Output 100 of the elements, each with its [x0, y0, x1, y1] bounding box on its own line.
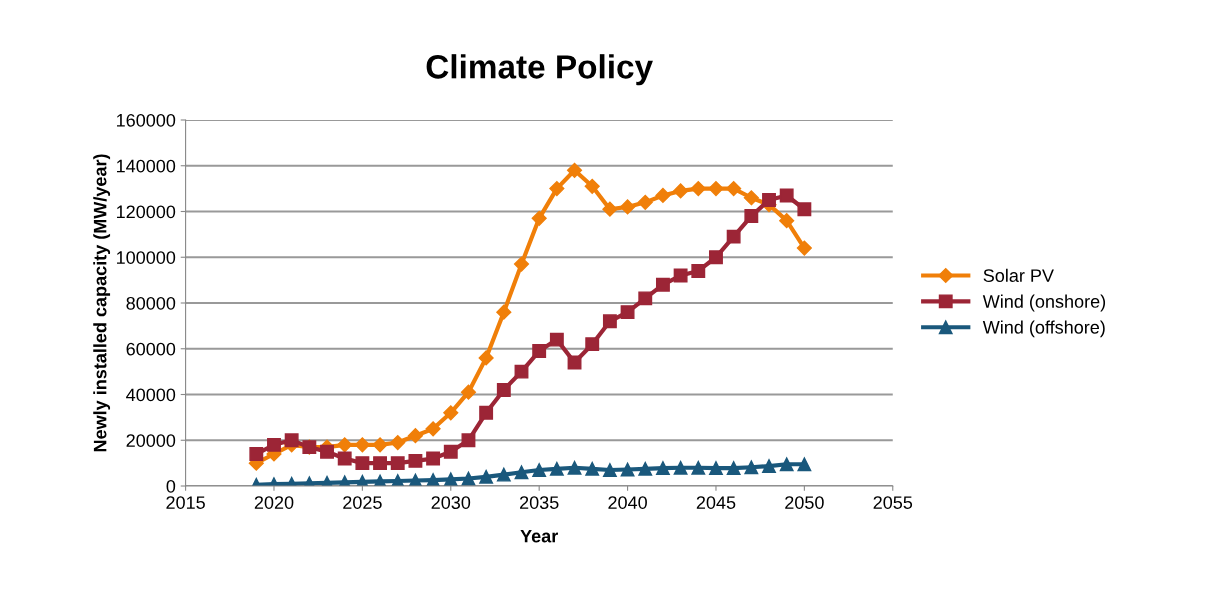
point: [425, 421, 441, 437]
point: [673, 460, 688, 475]
point: [709, 461, 723, 476]
x-tick-label: 2030: [431, 496, 471, 509]
point: [354, 437, 370, 453]
point: [585, 461, 600, 476]
point: [637, 194, 653, 210]
point: [673, 268, 688, 283]
point: [690, 181, 706, 197]
point: [496, 382, 511, 397]
y-tick-label: 140000: [117, 159, 176, 173]
point: [744, 209, 759, 224]
y-tick-label: 0: [166, 479, 176, 493]
y-tick-label: 120000: [117, 205, 176, 219]
point: [513, 256, 530, 272]
point: [372, 437, 388, 453]
point: [514, 364, 529, 379]
point: [478, 350, 494, 366]
point: [479, 405, 494, 420]
point: [284, 433, 299, 448]
x-tick-label: 2040: [608, 496, 647, 509]
point: [655, 277, 670, 292]
point: [744, 460, 759, 475]
point: [496, 304, 512, 320]
chart-title: Climate Policy: [426, 54, 653, 86]
point: [602, 463, 617, 477]
legend-label: Solar PV: [983, 268, 1054, 282]
legend-label: Wind (offshore): [982, 320, 1105, 338]
point: [743, 190, 759, 206]
x-tick-label: 2015: [166, 496, 205, 509]
point: [797, 202, 812, 217]
point: [779, 213, 795, 229]
point: [796, 240, 812, 256]
point: [620, 199, 636, 215]
point: [531, 210, 547, 226]
point: [355, 456, 370, 471]
point: [549, 461, 564, 476]
point: [460, 384, 477, 400]
y-tick-label: 60000: [126, 342, 176, 356]
y-tick-label: 80000: [126, 296, 176, 310]
point: [443, 405, 459, 421]
point: [638, 461, 653, 476]
point: [320, 444, 334, 459]
point: [691, 460, 706, 475]
point: [602, 314, 617, 329]
point: [426, 451, 441, 466]
x-tick-label: 2055: [873, 496, 913, 509]
x-tick-label: 2020: [254, 496, 294, 509]
point: [267, 437, 281, 452]
point: [496, 467, 511, 482]
point: [762, 459, 776, 474]
point: [390, 434, 406, 451]
point: [337, 437, 353, 453]
y-axis-title: Newly installed capacity (MW/year): [93, 154, 111, 452]
point: [638, 291, 653, 306]
point: [620, 305, 635, 320]
point: [373, 456, 388, 471]
point: [726, 229, 741, 244]
point: [514, 465, 529, 480]
y-tick-label: 160000: [117, 113, 176, 127]
point: [461, 471, 476, 486]
point: [602, 201, 618, 217]
x-tick-label: 2045: [696, 496, 736, 509]
point: [709, 250, 723, 265]
point: [549, 332, 564, 347]
point: [249, 447, 264, 461]
point: [779, 457, 794, 472]
point: [797, 457, 812, 472]
point: [726, 181, 742, 197]
point: [655, 461, 670, 476]
point: [337, 451, 352, 466]
point: [673, 183, 689, 199]
point: [762, 193, 776, 208]
point: [566, 162, 583, 178]
point: [726, 461, 741, 476]
point: [655, 187, 671, 204]
x-tick-label: 2035: [520, 496, 559, 509]
point: [620, 462, 635, 477]
x-tick-label: 2025: [343, 496, 382, 509]
point: [691, 264, 706, 278]
x-tick-label: 2050: [785, 496, 824, 509]
point: [708, 181, 724, 197]
x-axis-title: Year: [520, 529, 558, 543]
point: [443, 444, 458, 459]
point: [779, 188, 794, 203]
point: [390, 456, 405, 471]
point: [532, 463, 547, 477]
point: [479, 469, 494, 484]
y-tick-label: 40000: [126, 388, 176, 402]
point: [585, 337, 600, 352]
y-tick-label: 100000: [117, 251, 176, 264]
y-tick-label: 20000: [126, 434, 176, 447]
legend-label: Wind (onshore): [982, 294, 1106, 312]
point: [584, 178, 600, 194]
point: [532, 344, 547, 358]
point: [461, 433, 476, 448]
point: [408, 453, 423, 468]
point: [407, 428, 423, 444]
point: [567, 460, 582, 475]
point: [549, 181, 565, 197]
